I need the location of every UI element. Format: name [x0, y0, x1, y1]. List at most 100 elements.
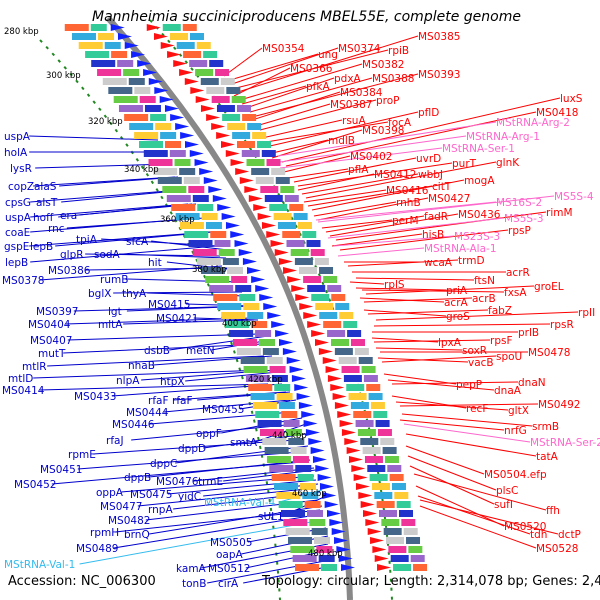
reverse-strand-arrow	[137, 60, 152, 67]
leader-line	[403, 423, 531, 443]
forward-rna-label: MS5S-3	[504, 213, 544, 225]
forward-gene-label: dnaN	[518, 377, 546, 389]
feature-band	[390, 555, 409, 562]
leader-line	[241, 85, 307, 105]
feature-band	[97, 33, 114, 40]
reverse-gene-label: dppB	[124, 472, 151, 484]
feature-band	[210, 231, 227, 238]
reverse-gene-label: alaS	[34, 181, 57, 193]
leader-line	[67, 333, 259, 341]
feature-band	[169, 150, 186, 157]
reverse-gene-label: era	[60, 210, 77, 222]
feature-band	[71, 33, 96, 40]
feature-band	[285, 528, 310, 535]
reverse-gene-label: hoff	[33, 212, 54, 224]
reverse-strand-arrow	[251, 276, 266, 283]
feature-band	[391, 483, 406, 490]
leader-line	[367, 309, 489, 315]
feature-band	[273, 483, 298, 490]
feature-band	[160, 132, 177, 139]
feature-band	[117, 60, 134, 67]
reverse-gene-label: mltA	[98, 319, 123, 331]
forward-strand-arrow	[184, 78, 199, 85]
feature-band	[213, 294, 238, 301]
feature-band	[139, 96, 156, 103]
leader-line	[271, 129, 363, 159]
forward-gene-label: rpsP	[508, 225, 531, 237]
feature-band	[209, 285, 234, 292]
leader-line	[317, 197, 429, 221]
feature-band	[128, 78, 145, 85]
forward-gene-label: srmB	[532, 421, 559, 433]
reverse-gene-label: MS0415	[148, 299, 190, 311]
feature-band	[236, 105, 251, 112]
leader-line	[301, 173, 419, 195]
forward-strand-arrow	[239, 177, 254, 184]
reverse-gene-label: rfaF	[172, 395, 193, 407]
forward-gene-label: MS0374	[338, 43, 381, 55]
feature-band	[118, 105, 143, 112]
leader-line	[279, 135, 467, 163]
reverse-gene-label: sodA	[94, 249, 121, 261]
feature-band	[380, 438, 395, 445]
forward-strand-arrow	[332, 393, 347, 400]
feature-band	[388, 546, 407, 553]
feature-band	[222, 258, 239, 265]
reverse-strand-arrow	[275, 330, 290, 337]
feature-band	[239, 294, 256, 301]
feature-band	[408, 546, 423, 553]
leader-line	[349, 281, 385, 285]
leader-line	[405, 433, 537, 457]
forward-gene-label: MS0478	[528, 347, 570, 359]
feature-band	[174, 159, 191, 166]
feature-band	[260, 186, 279, 193]
leader-line	[365, 285, 535, 295]
feature-band	[189, 33, 204, 40]
feature-band	[153, 168, 178, 175]
forward-gene-label: pflD	[418, 107, 439, 119]
leader-line	[347, 259, 459, 267]
leader-line	[381, 355, 497, 363]
feature-band	[368, 393, 383, 400]
forward-strand-arrow	[216, 132, 231, 139]
forward-gene-label: recF	[466, 403, 488, 415]
feature-band	[255, 411, 280, 418]
reverse-strand-arrow	[255, 285, 270, 292]
reverse-gene-label: MS0477	[100, 501, 142, 513]
feature-band	[354, 348, 369, 355]
forward-gene-label: ftsN	[474, 275, 495, 287]
feature-band	[247, 312, 264, 319]
reverse-gene-label: htpX	[160, 376, 185, 388]
reverse-gene-label: rfaJ	[106, 435, 124, 447]
reverse-gene-label: rnpA	[148, 504, 173, 516]
forward-strand-arrow	[266, 231, 281, 238]
leader-line	[245, 549, 331, 569]
feature-band	[299, 267, 318, 274]
feature-band	[375, 420, 390, 427]
leader-line	[30, 189, 182, 203]
reverse-strand-arrow	[310, 447, 325, 454]
forward-strand-arrow	[377, 564, 392, 571]
forward-gene-label: MS0402	[350, 151, 392, 163]
feature-band	[102, 78, 127, 85]
forward-rna-label: MS16S-2	[496, 197, 542, 209]
forward-gene-label: MS0384	[340, 87, 383, 99]
forward-strand-arrow	[248, 195, 263, 202]
forward-gene-label: rpsR	[550, 319, 574, 331]
feature-band	[315, 303, 334, 310]
forward-gene-label: MS0427	[428, 193, 470, 205]
reverse-gene-label: rfaF	[148, 395, 169, 407]
leader-line	[29, 231, 211, 247]
forward-gene-label: glnK	[496, 157, 520, 169]
reverse-gene-label: lgt	[108, 306, 122, 318]
feature-band	[211, 96, 230, 103]
reverse-gene-label: MS0407	[30, 335, 72, 347]
leader-line	[35, 163, 169, 169]
feature-band	[195, 69, 214, 76]
feature-band	[192, 249, 217, 256]
forward-strand-arrow	[173, 60, 188, 67]
feature-band	[252, 132, 267, 139]
feature-band	[243, 366, 268, 373]
